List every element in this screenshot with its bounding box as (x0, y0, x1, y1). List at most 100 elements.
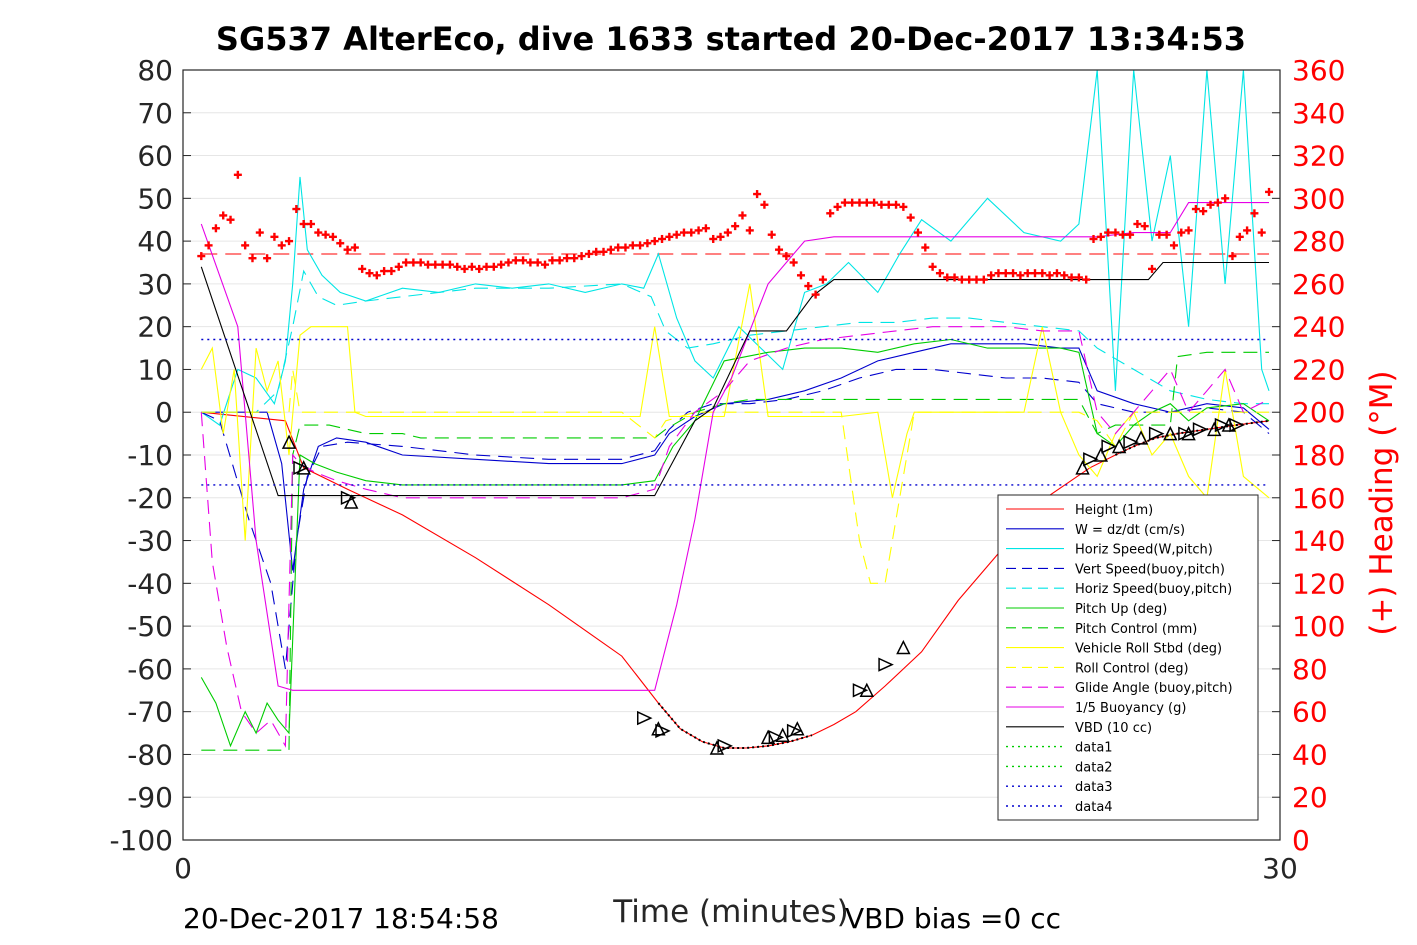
direction-marker (709, 740, 725, 755)
y-tick-label: 30 (137, 268, 173, 301)
y-right-tick-label: 240 (1292, 311, 1345, 344)
heading-point (1118, 230, 1127, 239)
heading-point (804, 282, 813, 291)
heading-point (570, 254, 579, 263)
direction-marker (636, 710, 653, 726)
heading-point (672, 230, 681, 239)
heading-point (1016, 271, 1025, 280)
y-tick-label: 10 (137, 353, 173, 386)
heading-point (285, 237, 294, 246)
y-right-tick-label: 280 (1292, 225, 1345, 258)
heading-point (1104, 228, 1113, 237)
legend-label: Pitch Control (mm) (1075, 622, 1197, 637)
heading-point (1184, 226, 1193, 235)
y-right-tick-label: 160 (1292, 482, 1345, 515)
heading-point (467, 262, 476, 271)
series-line-7 (200, 283, 1270, 541)
footer-timestamp: 20-Dec-2017 18:54:58 (183, 902, 499, 935)
y-right-tick-label: 300 (1292, 182, 1345, 215)
heading-point (1009, 269, 1018, 278)
heading-point (738, 211, 747, 220)
heading-point (211, 224, 220, 233)
y-tick-label: 50 (137, 182, 173, 215)
y-right-tick-label: 140 (1292, 525, 1345, 558)
heading-point (321, 230, 330, 239)
heading-point (877, 200, 886, 209)
y-tick-label: 20 (137, 311, 173, 344)
heading-point (1111, 228, 1120, 237)
y-tick-label: 0 (155, 396, 173, 429)
heading-point (782, 252, 791, 261)
direction-marker (1221, 417, 1237, 432)
heading-point (219, 211, 228, 220)
direction-marker (1083, 452, 1099, 467)
series-line-5 (200, 338, 1270, 748)
heading-point (460, 264, 469, 273)
y-right-tick-label: 100 (1292, 610, 1345, 643)
direction-marker (1093, 447, 1109, 462)
y-tick-label: -50 (127, 610, 173, 643)
heading-point (679, 228, 688, 237)
legend-entry: W = dz/dt (cm/s) (1006, 523, 1185, 538)
y-tick-label: -20 (127, 482, 173, 515)
direction-marker (1111, 438, 1127, 454)
heading-point (306, 220, 315, 228)
legend-entry: Glide Angle (buoy,pitch) (1006, 681, 1233, 696)
heading-point (255, 228, 264, 237)
heading-point (1031, 269, 1040, 278)
heading-point (818, 275, 827, 284)
legend-entry: Pitch Control (mm) (1006, 622, 1197, 637)
y-right-tick-label: 360 (1292, 54, 1345, 87)
heading-point (994, 269, 1003, 278)
heading-point (409, 258, 418, 267)
y-tick-label: -40 (127, 567, 173, 600)
heading-point (796, 271, 805, 280)
heading-point (965, 275, 974, 284)
heading-point (1235, 232, 1244, 241)
legend-entry: 1/5 Buoyancy (g) (1006, 701, 1186, 716)
heading-point (504, 258, 513, 267)
heading-point (826, 209, 835, 218)
heading-point (1089, 234, 1098, 243)
legend: Height (1m) W = dz/dt (cm/s) Horiz Speed(W… (997, 494, 1259, 821)
legend-label: W = dz/dt (cm/s) (1075, 523, 1185, 538)
heading-point (1001, 269, 1010, 278)
right-axis-label: (+) Heading (°M) (1364, 370, 1400, 635)
legend-label: data3 (1075, 780, 1113, 795)
legend-box (997, 494, 1259, 821)
direction-marker (281, 434, 297, 449)
legend-label: Glide Angle (buoy,pitch) (1075, 681, 1233, 696)
heading-point (402, 258, 411, 267)
legend-label: Horiz Speed(W,pitch) (1075, 543, 1213, 558)
legend-label: VBD (10 cc) (1075, 721, 1152, 736)
heading-point (760, 200, 769, 209)
heading-point (723, 228, 732, 237)
legend-label: Pitch Up (deg) (1075, 602, 1167, 617)
heading-point (921, 243, 930, 252)
heading-point (1052, 269, 1061, 278)
height-dotted-overlay-late (1114, 419, 1270, 456)
direction-marker (1214, 417, 1231, 433)
heading-point (555, 256, 564, 265)
y-tick-label: -80 (127, 738, 173, 771)
chart-title: SG537 AlterEco, dive 1633 started 20-Dec… (216, 20, 1246, 58)
heading-point (987, 271, 996, 280)
heading-point (957, 275, 966, 284)
legend-entry: Horiz Speed(buoy,pitch) (1006, 582, 1232, 597)
heading-point (577, 252, 586, 261)
direction-marker (655, 723, 671, 739)
y-tick-label: 80 (137, 54, 173, 87)
y-right-tick-label: 0 (1292, 824, 1310, 857)
direction-marker (1192, 422, 1209, 437)
heading-point (489, 262, 498, 271)
heading-point (1162, 230, 1171, 239)
heading-point (621, 243, 630, 252)
heading-point (541, 260, 550, 269)
y-right-tick-label: 60 (1292, 696, 1328, 729)
heading-point (599, 247, 608, 256)
direction-marker (852, 683, 869, 698)
heading-point (658, 234, 667, 243)
heading-point (1243, 226, 1252, 235)
heading-point (628, 241, 637, 250)
heading-point (299, 220, 308, 228)
